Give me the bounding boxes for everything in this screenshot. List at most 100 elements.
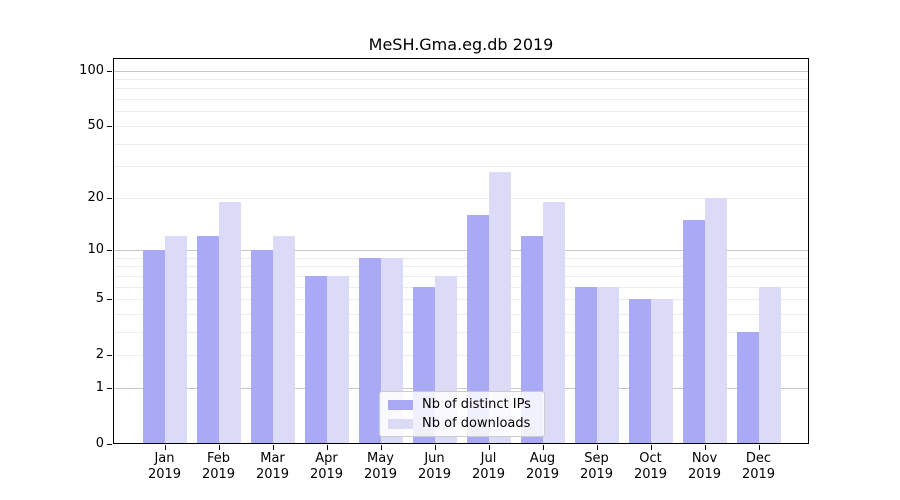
legend-label-downloads: Nb of downloads (422, 416, 531, 431)
x-tick-label-month: Jul (480, 451, 497, 466)
bar-jul-downloads (488, 171, 511, 444)
x-tick-label-year: 2019 (741, 467, 776, 482)
x-tick-label-jul: Jul 2019 (461, 451, 517, 483)
x-tick-label-year: 2019 (687, 467, 722, 482)
x-tick-label-month: Apr (315, 451, 338, 466)
y-tick-mark-2 (107, 355, 112, 357)
bar-dec-downloads (758, 286, 781, 444)
gridline-minor-8 (113, 266, 809, 268)
gridline-major-1 (113, 387, 809, 389)
bar-oct-distinct-ips (628, 299, 651, 444)
x-tick-label-year: 2019 (255, 467, 290, 482)
y-tick-label-1: 1 (95, 379, 104, 395)
gridline-minor-4 (113, 313, 809, 315)
x-tick-mark-aug (542, 445, 544, 450)
bar-apr-distinct-ips (304, 275, 327, 444)
x-tick-label-year: 2019 (471, 467, 506, 482)
x-tick-label-aug: Aug 2019 (515, 451, 571, 483)
legend-entry-distinct-ips: Nb of distinct IPs (388, 397, 536, 412)
gridline-major-100 (113, 70, 809, 72)
bar-dec-distinct-ips (736, 331, 759, 444)
x-tick-label-year: 2019 (417, 467, 452, 482)
y-tick-mark-1 (107, 387, 112, 389)
bar-may-distinct-ips (358, 257, 381, 444)
x-tick-label-month: Aug (529, 451, 556, 466)
gridline-minor-60 (113, 111, 809, 113)
x-tick-mark-jul (488, 445, 490, 450)
gridline-minor-20 (113, 197, 809, 199)
gridline-minor-50 (113, 125, 809, 127)
x-tick-mark-feb (218, 445, 220, 450)
bar-mar-distinct-ips (250, 249, 273, 444)
x-tick-label-oct: Oct 2019 (623, 451, 679, 483)
gridline-minor-2 (113, 355, 809, 357)
gridline-minor-90 (113, 79, 809, 81)
gridline-minor-40 (113, 143, 809, 145)
x-tick-label-month: Feb (206, 451, 231, 466)
x-tick-mark-dec (758, 445, 760, 450)
x-tick-mark-apr (326, 445, 328, 450)
x-tick-mark-oct (650, 445, 652, 450)
bar-feb-downloads (218, 201, 241, 444)
y-tick-label-10: 10 (87, 241, 104, 257)
bar-oct-downloads (650, 299, 673, 444)
gridline-minor-6 (113, 286, 809, 288)
x-tick-label-month: Jun (424, 451, 445, 466)
gridline-minor-5 (113, 299, 809, 301)
bar-mar-downloads (272, 236, 295, 444)
y-tick-label-5: 5 (95, 291, 104, 307)
x-tick-mark-sep (596, 445, 598, 450)
x-tick-label-month: Oct (639, 451, 662, 466)
x-tick-label-month: May (367, 451, 394, 466)
bar-nov-downloads (704, 197, 727, 444)
x-tick-mark-jan (164, 445, 166, 450)
x-tick-mark-mar (272, 445, 274, 450)
legend-label-distinct-ips: Nb of distinct IPs (422, 397, 531, 412)
y-tick-mark-5 (107, 299, 112, 301)
legend-swatch-distinct-ips-icon (388, 399, 413, 410)
x-tick-label-month: Dec (745, 451, 772, 466)
bar-jul-distinct-ips (466, 214, 489, 444)
legend-swatch-downloads-icon (388, 418, 413, 429)
bar-sep-distinct-ips (574, 286, 597, 444)
x-tick-label-year: 2019 (147, 467, 182, 482)
x-tick-label-feb: Feb 2019 (191, 451, 247, 483)
x-tick-mark-may (380, 445, 382, 450)
x-tick-label-mar: Mar 2019 (245, 451, 301, 483)
chart-title: MeSH.Gma.eg.db 2019 (368, 35, 554, 54)
x-tick-label-dec: Dec 2019 (731, 451, 787, 483)
x-tick-label-year: 2019 (633, 467, 668, 482)
x-tick-label-year: 2019 (525, 467, 560, 482)
x-tick-label-month: Mar (260, 451, 285, 466)
gridline-minor-80 (113, 88, 809, 90)
y-tick-label-100: 100 (79, 62, 104, 78)
x-tick-label-month: Nov (691, 451, 718, 466)
y-tick-label-0: 0 (95, 436, 104, 451)
x-tick-label-month: Jan (154, 451, 175, 466)
x-tick-label-month: Sep (584, 451, 609, 466)
gridline-minor-3 (113, 331, 809, 333)
x-tick-label-year: 2019 (363, 467, 398, 482)
y-tick-label-2: 2 (95, 347, 104, 363)
x-tick-label-may: May 2019 (353, 451, 409, 483)
y-tick-label-20: 20 (87, 189, 104, 205)
y-tick-mark-100 (107, 70, 112, 72)
y-tick-mark-20 (107, 197, 112, 199)
x-tick-label-nov: Nov 2019 (677, 451, 733, 483)
bar-aug-downloads (542, 201, 565, 444)
x-tick-label-year: 2019 (309, 467, 344, 482)
x-tick-mark-jun (434, 445, 436, 450)
bar-nov-distinct-ips (682, 219, 705, 444)
legend: Nb of distinct IPs Nb of downloads (379, 391, 545, 437)
x-tick-label-year: 2019 (579, 467, 614, 482)
gridline-major-10 (113, 249, 809, 251)
plot-area (113, 58, 809, 444)
y-tick-mark-10 (107, 249, 112, 251)
x-tick-label-jun: Jun 2019 (407, 451, 463, 483)
bar-apr-downloads (326, 275, 349, 444)
x-tick-label-apr: Apr 2019 (299, 451, 355, 483)
x-tick-label-year: 2019 (201, 467, 236, 482)
x-tick-mark-nov (704, 445, 706, 450)
y-tick-mark-50 (107, 125, 112, 127)
